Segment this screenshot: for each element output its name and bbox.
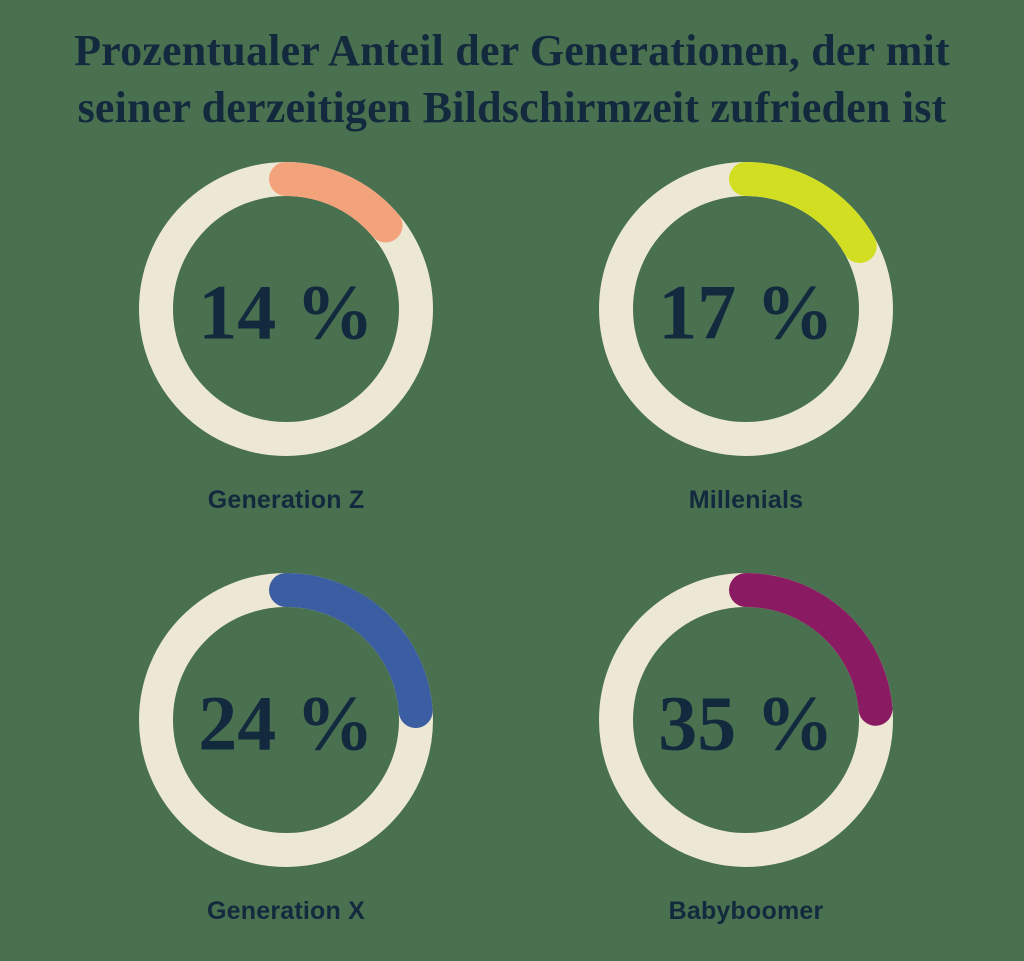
donut-chart-generation-z: 14 % xyxy=(139,162,433,457)
donut-ring-arc xyxy=(139,162,433,457)
donut-cell-generation-x: 24 % Generation X xyxy=(56,573,516,926)
donut-ring-svg xyxy=(599,162,893,457)
chart-title-line-2: seiner derzeitigen Bildschirmzeit zufrie… xyxy=(77,83,947,133)
donut-grid: 14 % Generation Z 17 % Millenials 24 % xyxy=(56,162,976,926)
donut-ring-arc xyxy=(599,573,893,868)
donut-cell-babyboomer: 35 % Babyboomer xyxy=(516,573,976,926)
donut-ring-arc xyxy=(599,162,893,457)
donut-chart-generation-x: 24 % xyxy=(139,573,433,868)
donut-percent-value: 35 % xyxy=(658,679,834,767)
donut-ring-svg xyxy=(599,573,893,868)
donut-label-generation-x: Generation X xyxy=(207,897,365,926)
donut-chart-millenials: 17 % xyxy=(599,162,893,457)
donut-label-babyboomer: Babyboomer xyxy=(668,897,824,926)
donut-chart-babyboomer: 35 % xyxy=(599,573,893,868)
donut-cell-millenials: 17 % Millenials xyxy=(516,162,976,515)
donut-percent-value: 17 % xyxy=(658,268,834,356)
donut-label-generation-z: Generation Z xyxy=(207,486,365,515)
donut-ring-svg xyxy=(139,162,433,457)
donut-label-millenials: Millenials xyxy=(688,486,804,515)
donut-ring-svg xyxy=(139,573,433,868)
donut-percent-value: 14 % xyxy=(198,268,374,356)
donut-percent-value: 24 % xyxy=(198,679,374,767)
donut-ring-arc xyxy=(139,573,433,868)
chart-title: Prozentualer Anteil der Generationen, de… xyxy=(0,0,1024,136)
donut-cell-generation-z: 14 % Generation Z xyxy=(56,162,516,515)
chart-title-line-1: Prozentualer Anteil der Generationen, de… xyxy=(74,26,950,75)
